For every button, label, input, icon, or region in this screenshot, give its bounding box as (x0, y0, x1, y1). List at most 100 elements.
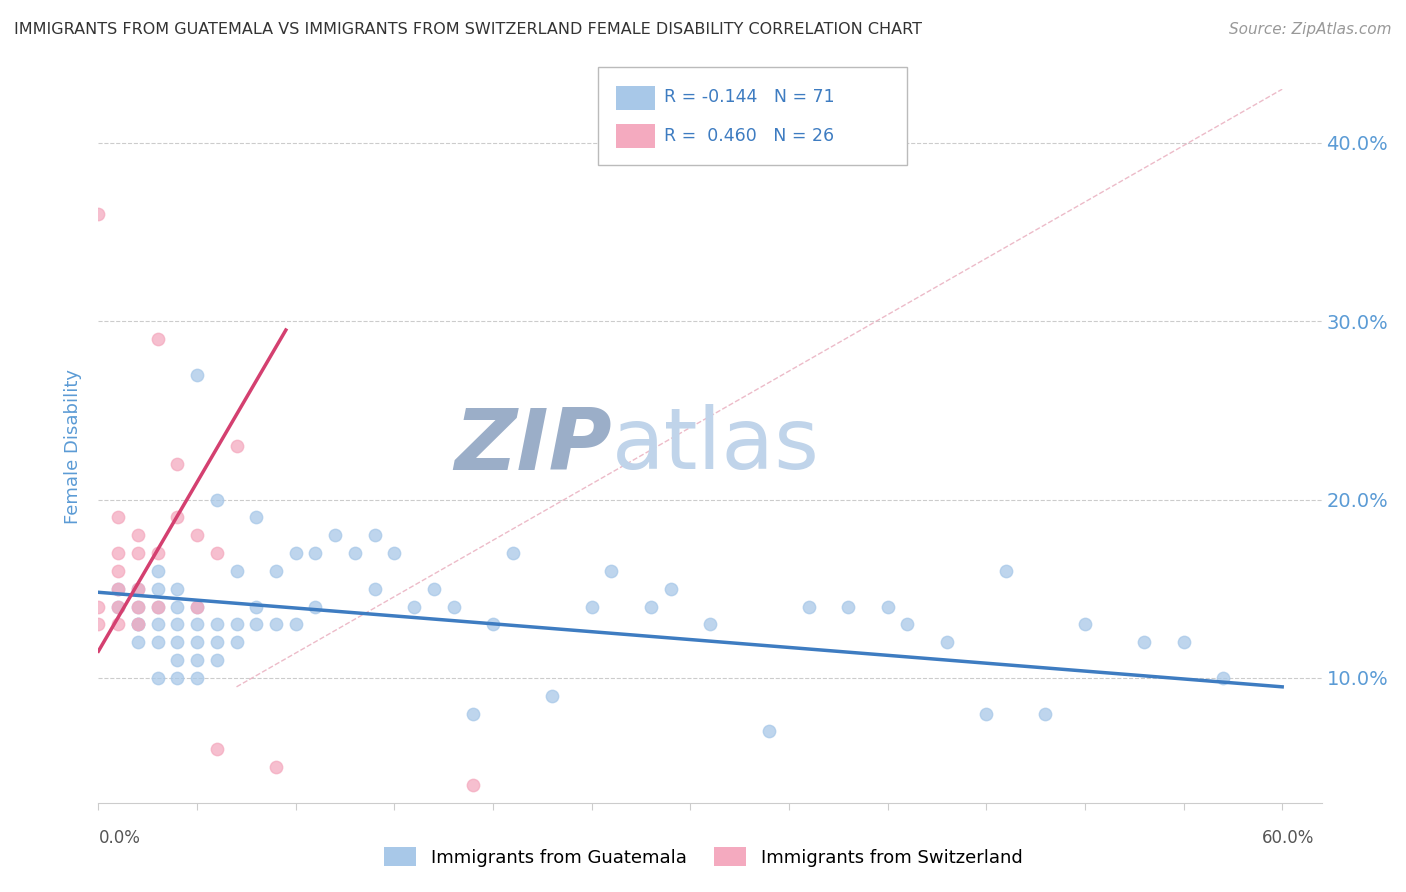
Point (107, 582, 129, 596)
Point (1212, 671, 1234, 685)
Text: 0.0%: 0.0% (98, 829, 141, 847)
Point (186, 635, 208, 649)
Point (166, 599, 188, 614)
Point (600, 564, 623, 578)
Point (284, 546, 307, 560)
Point (127, 617, 149, 632)
Text: ZIP: ZIP (454, 404, 612, 488)
Point (463, 706, 485, 721)
Point (205, 546, 228, 560)
Point (304, 599, 326, 614)
Point (107, 582, 129, 596)
Point (994, 564, 1017, 578)
Point (1133, 635, 1156, 649)
Point (205, 492, 228, 507)
Point (146, 546, 169, 560)
Point (186, 599, 208, 614)
Point (382, 546, 405, 560)
Point (502, 546, 524, 560)
Point (876, 599, 898, 614)
Point (245, 510, 267, 524)
Point (284, 617, 307, 632)
Point (225, 439, 247, 453)
Point (205, 653, 228, 667)
Point (127, 635, 149, 649)
Point (935, 635, 957, 649)
Point (146, 332, 169, 346)
Point (146, 582, 169, 596)
Point (186, 617, 208, 632)
Point (264, 617, 287, 632)
Point (87, 207, 110, 221)
Point (127, 582, 149, 596)
Point (166, 582, 188, 596)
Point (107, 599, 129, 614)
Point (205, 617, 228, 632)
Point (225, 635, 247, 649)
Point (1074, 617, 1097, 632)
Point (1173, 635, 1195, 649)
Point (166, 671, 188, 685)
Point (974, 706, 997, 721)
Point (443, 599, 465, 614)
Point (304, 546, 326, 560)
Point (107, 510, 129, 524)
Point (166, 510, 188, 524)
Point (166, 653, 188, 667)
Y-axis label: Female Disability: Female Disability (65, 368, 83, 524)
Point (896, 617, 918, 632)
Point (127, 617, 149, 632)
Point (107, 617, 129, 632)
Point (659, 582, 682, 596)
Point (758, 724, 780, 739)
Point (186, 671, 208, 685)
Point (166, 457, 188, 471)
Point (166, 635, 188, 649)
Text: IMMIGRANTS FROM GUATEMALA VS IMMIGRANTS FROM SWITZERLAND FEMALE DISABILITY CORRE: IMMIGRANTS FROM GUATEMALA VS IMMIGRANTS … (14, 22, 922, 37)
Point (205, 635, 228, 649)
Point (225, 564, 247, 578)
Point (186, 528, 208, 542)
Point (146, 635, 169, 649)
Point (363, 582, 385, 596)
Point (797, 599, 820, 614)
Point (699, 617, 721, 632)
Point (107, 599, 129, 614)
Text: Source: ZipAtlas.com: Source: ZipAtlas.com (1229, 22, 1392, 37)
Point (107, 564, 129, 578)
Point (186, 599, 208, 614)
Point (127, 546, 149, 560)
Text: 60.0%: 60.0% (1263, 829, 1315, 847)
Point (146, 617, 169, 632)
Text: atlas: atlas (612, 404, 820, 488)
Point (127, 599, 149, 614)
Point (127, 599, 149, 614)
Point (541, 689, 564, 703)
Point (264, 564, 287, 578)
Point (404, 599, 426, 614)
Point (87, 599, 110, 614)
Point (205, 742, 228, 756)
Point (225, 617, 247, 632)
Point (146, 599, 169, 614)
Point (245, 599, 267, 614)
Point (363, 528, 385, 542)
Point (166, 617, 188, 632)
Point (146, 671, 169, 685)
Point (245, 617, 267, 632)
Point (127, 528, 149, 542)
Point (837, 599, 859, 614)
Point (186, 653, 208, 667)
Point (423, 582, 446, 596)
Point (87, 617, 110, 632)
Point (107, 546, 129, 560)
Point (127, 617, 149, 632)
Text: R =  0.460   N = 26: R = 0.460 N = 26 (664, 127, 834, 145)
Text: R = -0.144   N = 71: R = -0.144 N = 71 (664, 88, 834, 106)
Point (127, 582, 149, 596)
Point (146, 599, 169, 614)
Point (482, 617, 505, 632)
Legend: Immigrants from Guatemala, Immigrants from Switzerland: Immigrants from Guatemala, Immigrants fr… (377, 840, 1029, 874)
Point (264, 760, 287, 774)
Point (581, 599, 603, 614)
